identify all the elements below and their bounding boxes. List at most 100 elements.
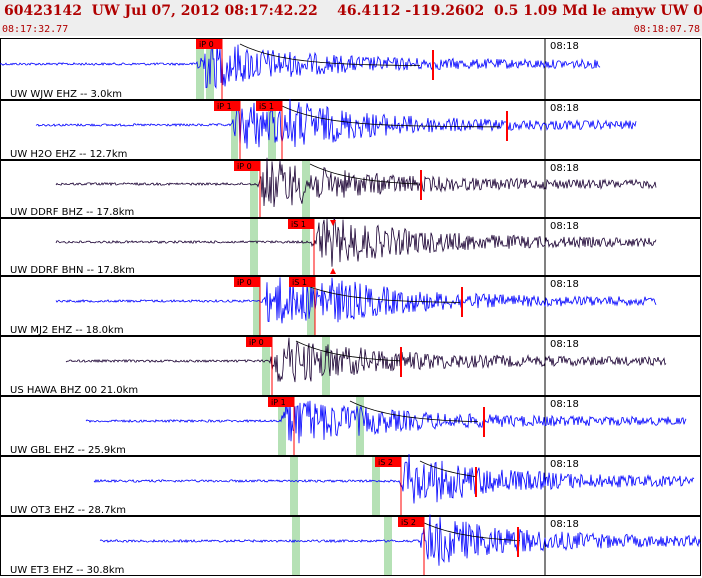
channel-panel[interactable]: 08:18 iP 1 UW GBL EHZ -- 25.9km	[0, 396, 701, 457]
header-bar	[0, 0, 702, 36]
time-marker-label: 08:18	[550, 41, 579, 52]
waveform-trace	[35, 98, 637, 149]
coda-decay-curve	[419, 520, 521, 541]
pick-box[interactable]	[288, 219, 314, 229]
panel-frame	[0, 516, 701, 576]
pick-box[interactable]	[246, 337, 272, 347]
start-time: 08:17:32.77	[2, 24, 68, 35]
coda-decay-curve	[309, 163, 419, 185]
pick-box[interactable]	[398, 517, 424, 527]
pick-window	[372, 457, 380, 515]
pick-window	[322, 337, 330, 395]
coda-decay-curve	[295, 340, 401, 362]
channel-panel[interactable]: 08:18 iP 0 UW DDRF BHZ -- 17.8km	[0, 157, 701, 218]
time-marker-label: 08:18	[550, 519, 579, 530]
channel-label: UW ET3 EHZ -- 30.8km	[10, 565, 124, 576]
pick-box[interactable]	[234, 277, 260, 287]
channel-label: UW OT3 EHZ -- 28.7km	[10, 505, 126, 516]
pick-window	[250, 161, 258, 217]
waveform-trace	[55, 277, 657, 324]
panel-frame	[0, 38, 701, 100]
channel-panel[interactable]: 08:18 iP 0 UW WJW EHZ -- 3.0km	[0, 38, 701, 101]
event-summary: 60423142 UW Jul 07, 2012 08:17:42.22 46.…	[4, 3, 702, 19]
channel-label: UW GBL EHZ -- 25.9km	[10, 445, 126, 456]
pick-window	[302, 161, 310, 217]
waveform-trace	[93, 453, 695, 504]
waveform-trace	[0, 40, 601, 90]
arrival-arrow-icon	[330, 268, 336, 274]
coda-decay-curve	[349, 400, 479, 423]
channel-panel[interactable]: 08:18 iP 0 iS 1 UW MJ2 EHZ -- 18.0km	[0, 276, 701, 337]
pick-box[interactable]	[375, 457, 401, 467]
channel-panel[interactable]: 08:18 iS 1 UW DDRF BHN -- 17.8km	[0, 216, 701, 276]
pick-window	[307, 277, 315, 335]
waveform-trace	[55, 216, 657, 267]
waveform-trace	[65, 337, 667, 383]
coda-decay-curve	[239, 43, 420, 66]
pick-label: iS 2	[401, 518, 416, 527]
channel-panel[interactable]: 08:18 iP 1 iS 1 UW H2O EHZ -- 12.7km	[0, 98, 701, 160]
pick-window	[253, 277, 260, 335]
channel-label: UW H2O EHZ -- 12.7km	[10, 149, 127, 160]
pick-label: iS 2	[378, 458, 393, 467]
time-marker-label: 08:18	[550, 339, 579, 350]
time-marker-label: 08:18	[550, 221, 579, 232]
channel-panel[interactable]: 08:18 iP 0 US HAWA BHZ 00 21.0km	[0, 336, 701, 397]
panel-frame	[0, 396, 701, 456]
pick-window	[231, 101, 238, 159]
pick-window	[196, 39, 204, 99]
pick-box[interactable]	[289, 277, 315, 287]
channel-label: UW DDRF BHZ -- 17.8km	[10, 207, 134, 218]
time-marker-label: 08:18	[550, 459, 579, 470]
pick-box[interactable]	[196, 39, 222, 49]
pick-label: iS 1	[259, 102, 274, 111]
time-marker-label: 08:18	[550, 399, 579, 410]
pick-window	[206, 39, 214, 99]
panel-frame	[0, 276, 701, 336]
pick-label: iP 0	[237, 162, 252, 171]
waveform-trace	[85, 396, 687, 444]
panel-frame	[0, 218, 701, 276]
time-marker-label: 08:18	[550, 163, 579, 174]
pick-window	[250, 219, 258, 275]
pick-box[interactable]	[256, 101, 282, 111]
channel-label: UW MJ2 EHZ -- 18.0km	[10, 325, 124, 336]
panel-frame	[0, 160, 701, 218]
coda-decay-curve	[279, 104, 500, 128]
channel-panel[interactable]: 08:18 iS 2 UW OT3 EHZ -- 28.7km	[0, 453, 701, 516]
pick-window	[290, 457, 298, 515]
pick-label: iS 1	[291, 220, 306, 229]
pick-box[interactable]	[268, 397, 294, 407]
end-time: 08:18:07.78	[634, 24, 700, 35]
panel-frame	[0, 456, 701, 516]
pick-label: iS 1	[292, 278, 307, 287]
pick-label: iP 0	[249, 338, 264, 347]
pick-window	[278, 397, 286, 455]
channel-panel[interactable]: 08:18 iS 2 UW ET3 EHZ -- 30.8km	[0, 514, 701, 577]
pick-window	[262, 337, 270, 395]
pick-window	[356, 397, 364, 455]
channel-label: UW WJW EHZ -- 3.0km	[10, 89, 122, 100]
pick-window	[384, 517, 392, 575]
channel-panels: 08:18 iP 0 UW WJW EHZ -- 3.0km 08:18 iP 1 iS …	[0, 38, 701, 577]
panel-frame	[0, 336, 701, 396]
coda-decay-curve	[295, 280, 460, 303]
waveform-trace	[99, 514, 701, 566]
arrival-arrow-icon	[330, 220, 336, 226]
panel-frame	[0, 100, 701, 160]
pick-box[interactable]	[234, 161, 260, 171]
pick-label: iP 0	[237, 278, 252, 287]
channel-label: UW DDRF BHN -- 17.8km	[10, 265, 135, 276]
pick-window	[268, 101, 276, 159]
pick-window	[302, 219, 310, 275]
coda-decay-curve	[419, 460, 477, 478]
time-marker-label: 08:18	[550, 103, 579, 114]
pick-box[interactable]	[214, 101, 240, 111]
pick-label: iP 1	[271, 398, 286, 407]
pick-window	[292, 517, 300, 575]
time-marker-label: 08:18	[550, 279, 579, 290]
channel-label: US HAWA BHZ 00 21.0km	[10, 385, 138, 396]
pick-label: iP 1	[217, 102, 232, 111]
pick-label: iP 0	[199, 40, 214, 49]
